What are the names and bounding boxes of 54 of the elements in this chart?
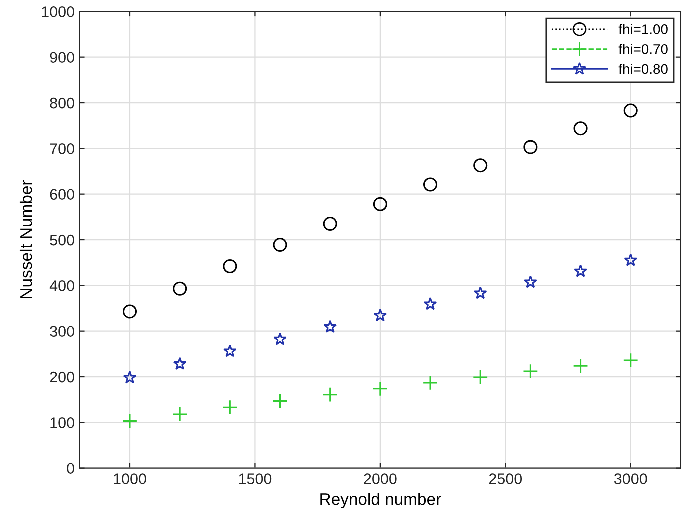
point [374,308,388,322]
y-axis-title: Nusselt Number [20,180,32,298]
y-tick-label: 700 [50,144,74,154]
point [322,387,338,403]
point [223,344,237,358]
y-tick-label: 400 [50,280,74,292]
point [122,304,138,319]
point [222,400,238,416]
x-tick-label: 1500 [239,474,272,484]
x-tick-label: 1000 [114,474,146,484]
y-tick-label: 800 [50,98,74,109]
y-tick-label: 300 [50,326,74,338]
legend-label: fhi=0.70 [618,44,668,54]
x-axis-title: Reynold number [320,493,442,509]
x-tick-label: 2500 [489,474,522,484]
point [274,332,287,346]
y-tick-label: 1000 [42,6,74,18]
x-tick-label: 3000 [614,474,648,484]
point [524,140,538,154]
point [574,264,588,278]
point [574,122,588,136]
legend-label: fhi=0.80 [618,64,668,74]
point [172,406,188,422]
point [623,352,639,368]
point [272,394,288,409]
point [522,364,538,380]
point [122,414,138,430]
y-tick-label: 600 [50,189,74,200]
point [424,178,438,192]
point [524,275,538,288]
y-tick-label: 500 [50,234,74,246]
y-tick-label: 100 [50,418,74,428]
y-tick-label: 900 [50,52,74,64]
point [573,358,588,374]
legend-label: fhi=1.00 [618,24,668,34]
point [474,158,488,173]
point [373,197,388,212]
point [123,370,137,384]
point [273,238,288,252]
x-tick-label: 2000 [364,474,397,484]
point [223,259,238,274]
point [624,104,638,118]
point [474,286,488,300]
point [624,254,638,266]
point [324,320,338,334]
point [422,375,438,391]
point [173,282,188,296]
point [173,357,187,370]
point [424,297,438,310]
point [372,381,388,397]
y-tick-label: 200 [50,372,74,383]
point [323,217,338,232]
y-tick-label: 0 [67,463,74,474]
point [472,370,488,386]
